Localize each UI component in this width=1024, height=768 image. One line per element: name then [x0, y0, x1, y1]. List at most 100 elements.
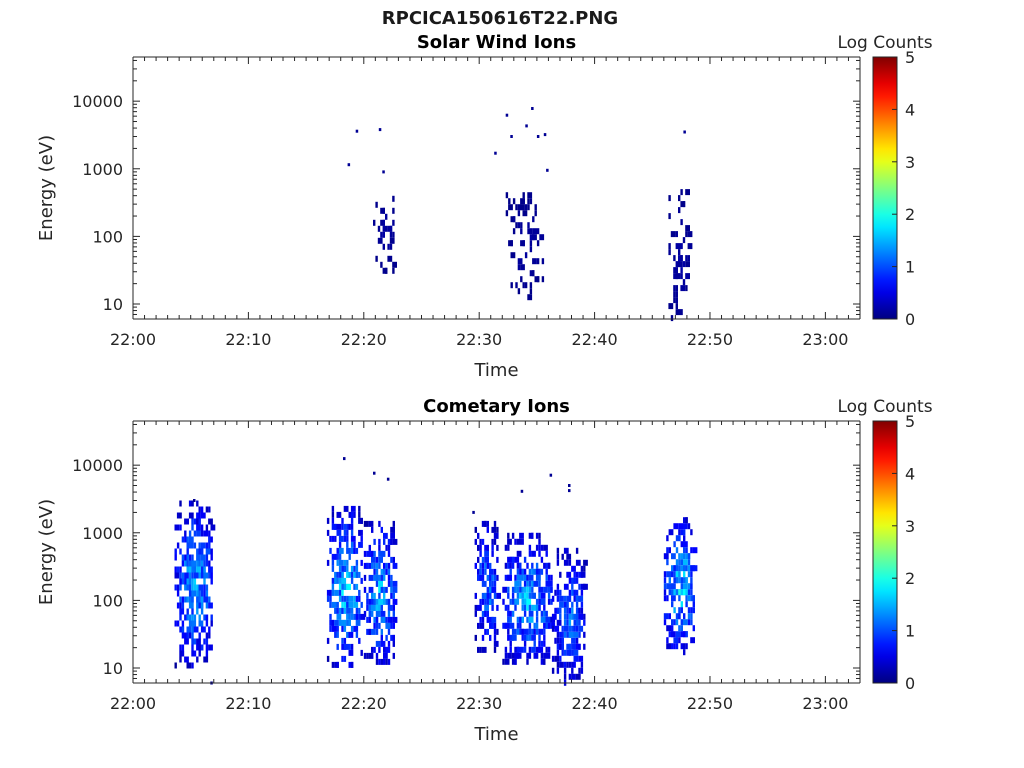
- heatmap-cell: [363, 574, 367, 581]
- heatmap-cell: [663, 583, 667, 590]
- heatmap-cell: [336, 643, 339, 650]
- heatmap-cell: [536, 258, 540, 265]
- heatmap-cell: [389, 237, 395, 244]
- heatmap-cell: [523, 610, 527, 617]
- heatmap-cell: [378, 538, 381, 545]
- heatmap-cell: [188, 554, 192, 561]
- heatmap-cell: [568, 631, 574, 638]
- heatmap-cell: [486, 562, 489, 569]
- heatmap-cell: [692, 607, 695, 614]
- heatmap-cell: [683, 565, 686, 572]
- heatmap-cell: [678, 553, 681, 560]
- heatmap-cell: [383, 538, 386, 545]
- heatmap-cell: [336, 529, 342, 536]
- heatmap-cell: [371, 526, 374, 533]
- heatmap-cell: [561, 643, 564, 650]
- heatmap-cell: [556, 631, 560, 638]
- heatmap-cell: [538, 544, 541, 551]
- heatmap-cell: [671, 529, 674, 536]
- heatmap-cell: [489, 574, 492, 581]
- heatmap-cell: [561, 553, 564, 560]
- heatmap-cell: [509, 622, 515, 629]
- heatmap-cell: [484, 568, 487, 575]
- heatmap-cell: [348, 631, 351, 638]
- heatmap-cell: [680, 559, 683, 566]
- heatmap-cell: [188, 596, 194, 603]
- heatmap-cell: [554, 655, 560, 662]
- heatmap-cell: [538, 592, 541, 599]
- heatmap-cell: [378, 574, 381, 581]
- heatmap-cell: [355, 571, 359, 578]
- heatmap-cell: [524, 204, 528, 211]
- heatmap-cell: [203, 638, 206, 645]
- heatmap-cell: [174, 524, 180, 531]
- x-tick-label: 22:50: [687, 330, 733, 349]
- heatmap-cell: [176, 620, 180, 627]
- colorbar-tick-label: 4: [905, 100, 915, 119]
- heatmap-cell: [547, 580, 553, 587]
- heatmap-cell: [493, 568, 497, 575]
- heatmap-cell: [336, 661, 339, 668]
- heatmap-cell: [538, 640, 541, 647]
- heatmap-cell: [687, 243, 693, 250]
- heatmap-cell: [341, 619, 347, 626]
- heatmap-cell: [348, 571, 351, 578]
- colorbar-tick-label: 3: [905, 517, 915, 536]
- heatmap-cell: [528, 628, 532, 635]
- heatmap-cell: [554, 625, 560, 632]
- heatmap-cell: [200, 554, 206, 561]
- heatmap-cell: [690, 529, 693, 536]
- heatmap-cell: [507, 562, 510, 569]
- x-axis-label: Time: [473, 360, 518, 381]
- heatmap-cell: [491, 574, 494, 581]
- heatmap-point: [568, 484, 571, 487]
- heatmap-cell: [683, 571, 686, 578]
- heatmap-cell: [198, 518, 201, 525]
- heatmap-cell: [343, 637, 347, 644]
- heatmap-cell: [526, 628, 529, 635]
- heatmap-cell: [526, 574, 529, 581]
- heatmap-cell: [392, 604, 395, 611]
- heatmap-cell: [535, 532, 539, 539]
- heatmap-cell: [678, 249, 681, 256]
- heatmap-cell: [692, 547, 698, 554]
- heatmap-cell: [193, 590, 197, 597]
- heatmap-cell: [683, 619, 688, 626]
- heatmap-cell: [540, 568, 544, 575]
- heatmap-cell: [502, 586, 508, 593]
- heatmap-cell: [559, 571, 562, 578]
- heatmap-cell: [385, 544, 388, 551]
- heatmap-cell: [336, 523, 342, 530]
- heatmap-cell: [559, 607, 562, 614]
- heatmap-cell: [516, 568, 520, 575]
- heatmap-cell: [208, 518, 211, 525]
- heatmap-cell: [326, 559, 330, 566]
- heatmap-cell: [520, 204, 525, 211]
- heatmap-cell: [509, 568, 512, 575]
- heatmap-cell: [526, 604, 529, 611]
- heatmap-point: [494, 151, 497, 155]
- heatmap-cell: [573, 637, 576, 644]
- heatmap-cell: [378, 562, 381, 569]
- heatmap-cell: [343, 565, 347, 572]
- heatmap-cell: [481, 520, 487, 527]
- heatmap-cell: [540, 544, 544, 551]
- heatmap-cell: [186, 614, 189, 621]
- heatmap-cell: [336, 607, 339, 614]
- heatmap-cell: [179, 512, 182, 519]
- heatmap-cell: [491, 598, 494, 605]
- heatmap-cell: [517, 258, 523, 265]
- heatmap-cell: [528, 586, 532, 593]
- heatmap-cell: [334, 523, 337, 530]
- heatmap-cell: [532, 234, 537, 241]
- heatmap-cell: [578, 571, 584, 578]
- heatmap-cell: [336, 625, 339, 632]
- heatmap-cell: [520, 276, 523, 283]
- heatmap-cell: [477, 556, 480, 563]
- heatmap-cell: [573, 643, 576, 650]
- heatmap-cell: [341, 523, 344, 530]
- heatmap-cell: [368, 562, 371, 569]
- heatmap-cell: [666, 559, 669, 566]
- heatmap-cell: [514, 538, 517, 545]
- heatmap-cell: [663, 595, 667, 602]
